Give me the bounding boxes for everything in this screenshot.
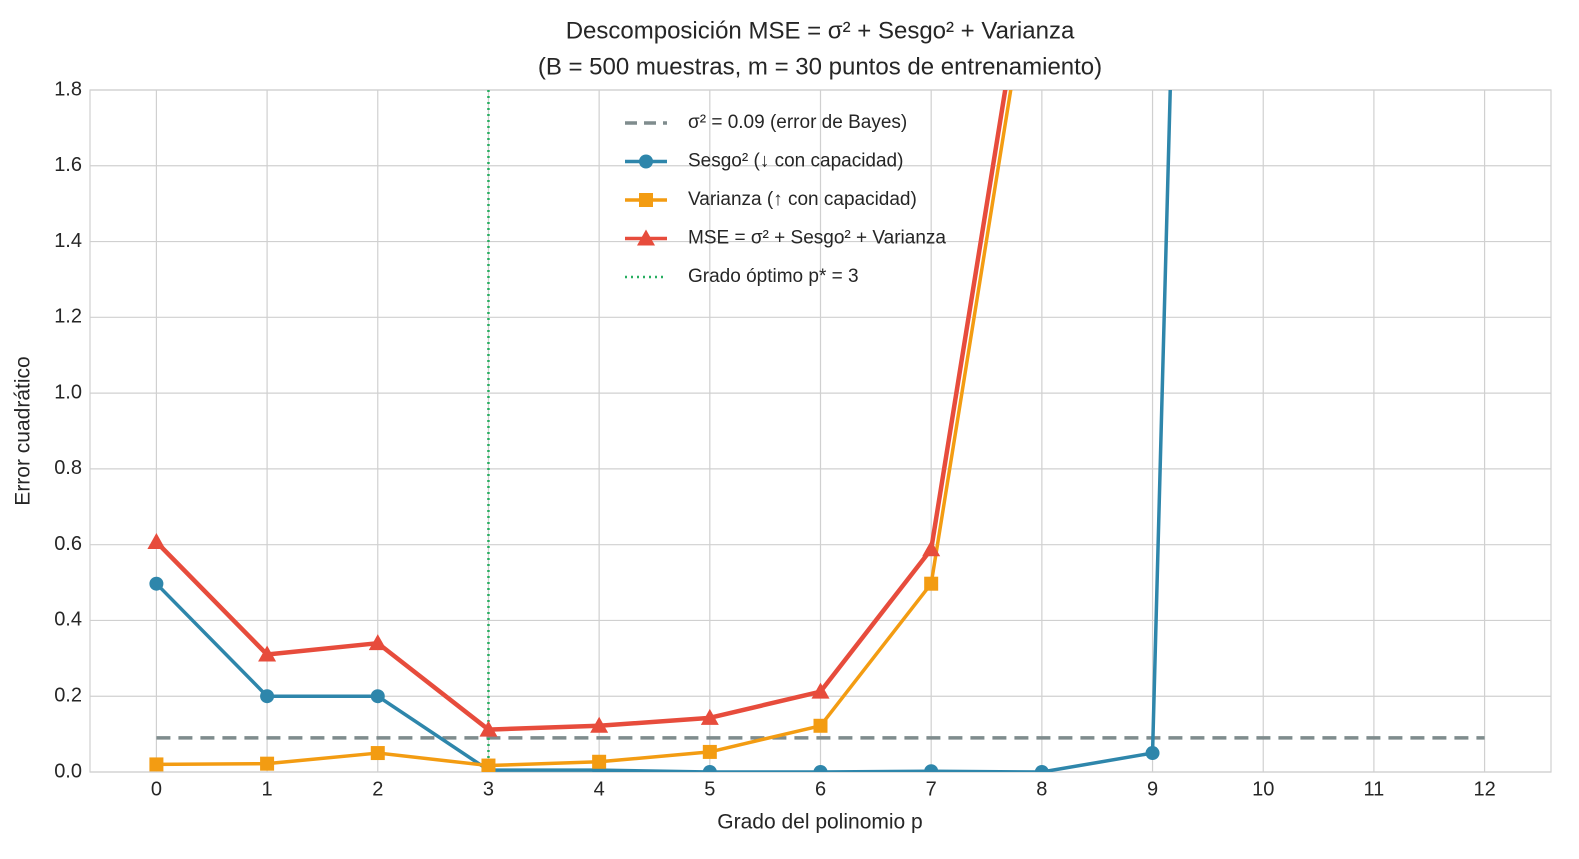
marker — [1145, 746, 1160, 761]
legend-label: Varianza (↑ con capacidad) — [688, 189, 917, 210]
legend-label: MSE = σ² + Sesgo² + Varianza — [688, 228, 946, 249]
marker — [149, 576, 164, 591]
y-tick-label: 1.6 — [54, 154, 82, 176]
marker — [368, 634, 387, 651]
marker — [258, 645, 277, 662]
marker — [590, 716, 609, 733]
y-axis-label: Error cuadrático — [12, 356, 35, 505]
marker — [592, 754, 607, 769]
y-tick-label: 0.4 — [54, 609, 82, 631]
legend-label: Grado óptimo p* = 3 — [688, 266, 859, 287]
chart-title: Descomposición MSE = σ² + Sesgo² + Varia… — [566, 17, 1075, 44]
x-tick-label: 10 — [1252, 778, 1274, 800]
legend-label: σ² = 0.09 (error de Bayes) — [688, 112, 907, 133]
marker — [370, 689, 385, 704]
marker — [260, 689, 275, 704]
y-tick-label: 0.8 — [54, 457, 82, 479]
marker — [924, 576, 939, 591]
marker — [922, 540, 941, 557]
marker — [260, 756, 275, 771]
marker — [811, 682, 830, 699]
marker — [813, 765, 828, 772]
marker — [149, 757, 164, 772]
x-tick-label: 11 — [1364, 778, 1385, 800]
legend: σ² = 0.09 (error de Bayes) Sesgo² (↓ con … — [625, 112, 946, 287]
x-tick-label: 8 — [1036, 778, 1047, 800]
x-tick-label: 1 — [262, 778, 273, 800]
marker — [700, 708, 719, 725]
marker — [702, 744, 717, 759]
y-tick-label: 1.4 — [54, 230, 82, 252]
marker — [813, 718, 828, 733]
x-tick-label: 7 — [926, 778, 937, 800]
series-line — [155, 90, 1172, 772]
marker — [1034, 765, 1049, 772]
x-tick-label: 0 — [151, 778, 162, 800]
y-tick-label: 0.0 — [54, 760, 82, 782]
chart-subtitle: (B = 500 muestras, m = 30 puntos de entr… — [538, 53, 1102, 80]
x-axis-label: Grado del polinomio p — [717, 811, 922, 834]
legend-label: Sesgo² (↓ con capacidad) — [688, 151, 903, 172]
plot-area — [147, 90, 1485, 772]
marker — [637, 229, 655, 246]
marker — [702, 765, 717, 772]
x-tick-label: 9 — [1147, 778, 1158, 800]
y-tick-label: 1.8 — [54, 78, 82, 100]
x-tick-label: 2 — [372, 778, 383, 800]
x-tick-label: 5 — [704, 778, 715, 800]
y-tick-label: 0.2 — [54, 685, 82, 707]
marker — [147, 533, 166, 550]
y-tick-label: 1.2 — [54, 306, 82, 328]
marker — [481, 758, 496, 772]
x-tick-label: 6 — [815, 778, 826, 800]
grid — [89, 89, 1552, 773]
x-tick-label: 4 — [594, 778, 605, 800]
marker — [639, 193, 653, 207]
y-tick-label: 0.6 — [54, 533, 82, 555]
marker — [370, 746, 385, 761]
y-tick-label: 1.0 — [54, 381, 82, 403]
marker — [639, 154, 653, 169]
marker — [479, 720, 498, 737]
marker — [924, 764, 939, 772]
x-tick-label: 3 — [483, 778, 494, 800]
x-tick-label: 12 — [1473, 778, 1495, 800]
